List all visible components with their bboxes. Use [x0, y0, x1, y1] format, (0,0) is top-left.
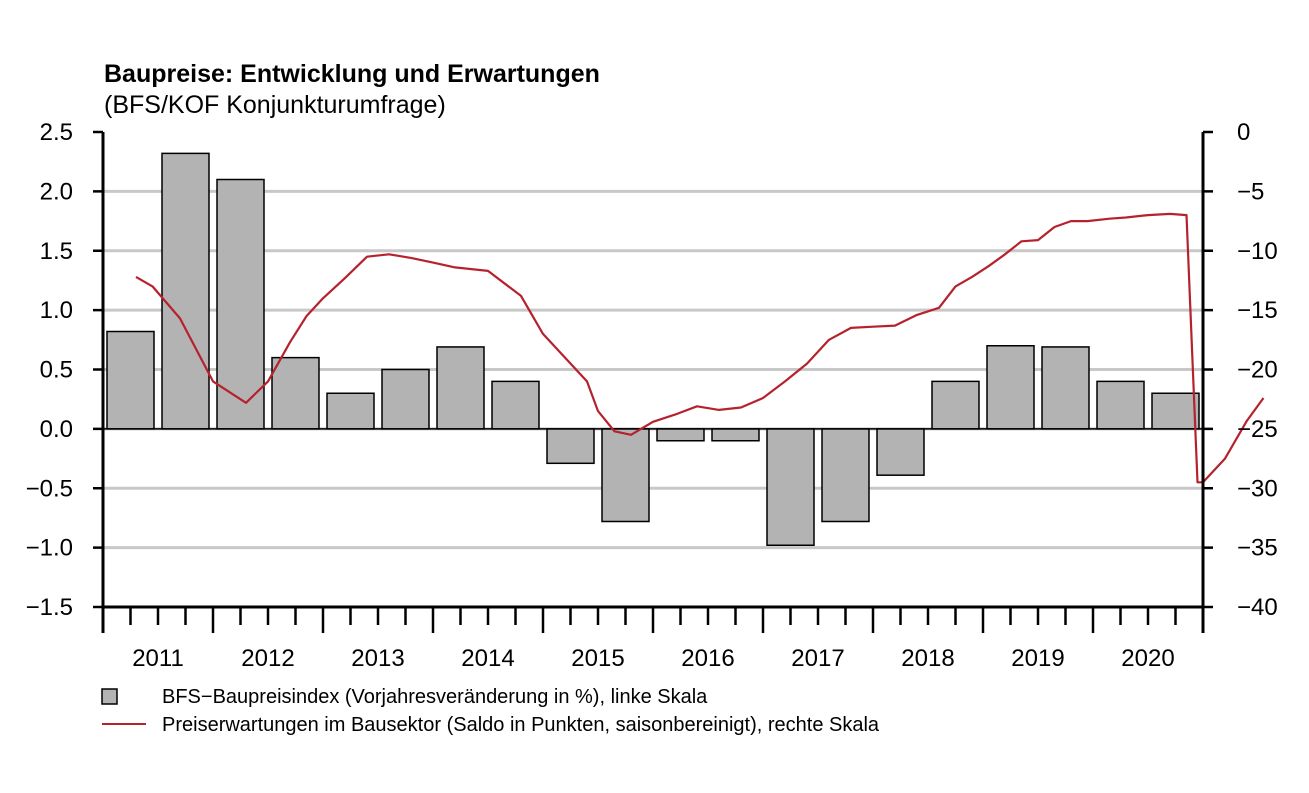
- right-tick-label: −25: [1237, 416, 1278, 443]
- x-tick-label: 2016: [681, 645, 734, 672]
- left-tick-label: 2.0: [40, 178, 73, 205]
- x-tick-label: 2020: [1121, 645, 1174, 672]
- bar-2020H2: [1151, 392, 1200, 430]
- bar-2015H1: [546, 428, 595, 465]
- bar-2012H2: [271, 356, 320, 430]
- right-tick-label: −20: [1237, 357, 1278, 384]
- right-tick-label: −15: [1237, 297, 1278, 324]
- bar-2011H1: [106, 330, 155, 430]
- left-tick-label: 2.5: [40, 119, 73, 146]
- bar-2015H2: [601, 428, 650, 523]
- x-tick-label: 2018: [901, 645, 954, 672]
- right-tick-label: −5: [1237, 178, 1264, 205]
- bar-2016H2: [711, 428, 760, 442]
- x-tick-label: 2019: [1011, 645, 1064, 672]
- x-tick-label: 2017: [791, 645, 844, 672]
- bar-2018H2: [931, 380, 980, 430]
- left-tick-label: −1.0: [26, 535, 73, 562]
- bar-2019H1: [986, 345, 1035, 430]
- right-tick-label: −35: [1237, 535, 1278, 562]
- legend-bar-swatch: [101, 688, 118, 705]
- line-series: [135, 212, 1265, 484]
- x-tick-label: 2012: [241, 645, 294, 672]
- bar-2013H1: [326, 392, 375, 430]
- chart-title: Baupreise: Entwicklung und Erwartungen: [104, 60, 600, 88]
- legend-line-label: Preiserwartungen im Bausektor (Saldo in …: [162, 714, 880, 736]
- left-tick-label: 1.5: [40, 238, 73, 265]
- legend-bar-label: BFS−Baupreisindex (Vorjahresveränderung …: [162, 686, 708, 708]
- left-tick-label: 1.0: [40, 297, 73, 324]
- bar-2014H2: [491, 380, 540, 430]
- chart-subtitle: (BFS/KOF Konjunkturumfrage): [104, 91, 446, 119]
- right-tick-label: 0: [1237, 119, 1250, 146]
- left-tick-label: 0.0: [40, 416, 73, 443]
- left-axis-labels: 2.5 2.0 1.5 1.0 0.5 0.0 −0.5 −1.0 −1.5: [26, 119, 73, 621]
- bar-2017H1: [766, 428, 815, 546]
- bar-2020H1: [1096, 380, 1145, 430]
- x-tick-label: 2015: [571, 645, 624, 672]
- right-tick-label: −30: [1237, 475, 1278, 502]
- bar-series: [103, 152, 1203, 546]
- axes: [93, 130, 1213, 633]
- bar-2018H1: [876, 428, 925, 476]
- left-tick-label: −0.5: [26, 475, 73, 502]
- x-axis-labels: 2011 2012 2013 2014 2015 2016 2017 2018 2019 2020: [132, 645, 1175, 672]
- x-tick-label: 2013: [351, 645, 404, 672]
- bar-2013H2: [381, 368, 430, 430]
- gridlines: [103, 189, 1203, 550]
- line-preiserwartungen: [135, 212, 1265, 484]
- left-tick-label: −1.5: [26, 594, 73, 621]
- right-tick-label: −10: [1237, 238, 1278, 265]
- right-tick-label: −40: [1237, 594, 1278, 621]
- x-tick-label: 2014: [461, 645, 514, 672]
- bar-2016H1: [656, 428, 705, 442]
- left-tick-label: 0.5: [40, 357, 73, 384]
- bar-2014H1: [436, 346, 485, 430]
- bar-2011H2: [161, 152, 210, 430]
- bar-2019H2: [1041, 346, 1090, 430]
- bar-2017H2: [821, 428, 870, 523]
- right-axis-labels: 0 −5 −10 −15 −20 −25 −30 −35 −40: [1237, 119, 1278, 621]
- x-tick-label: 2011: [132, 645, 184, 672]
- legend: BFS−Baupreisindex (Vorjahresveränderung …: [101, 686, 880, 736]
